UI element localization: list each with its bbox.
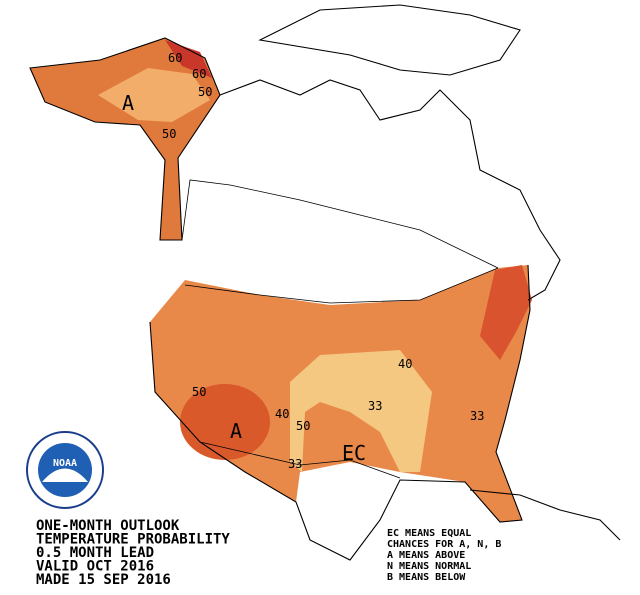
coast-caribbean bbox=[469, 489, 621, 541]
contour-label: 50 bbox=[192, 385, 206, 399]
contour-label: 40 bbox=[398, 357, 412, 371]
title-line: ONE-MONTH OUTLOOK bbox=[36, 518, 180, 534]
border-canada-interior bbox=[181, 179, 499, 269]
category-label: A bbox=[122, 91, 134, 115]
contour-label: 50 bbox=[162, 127, 176, 141]
contour-label: 33 bbox=[368, 399, 382, 413]
legend-line: A MEANS ABOVE bbox=[387, 550, 465, 561]
legend-line: N MEANS NORMAL bbox=[387, 561, 471, 572]
shade-northeast bbox=[480, 265, 532, 360]
logo-text: NOAA bbox=[53, 458, 77, 469]
border-us-canada bbox=[184, 267, 499, 304]
contour-label: 60 bbox=[192, 67, 206, 81]
title-line: MADE 15 SEP 2016 bbox=[36, 572, 171, 588]
contour-label: 33 bbox=[470, 409, 484, 423]
contour-label: 60 bbox=[168, 51, 182, 65]
contour-label: 50 bbox=[198, 85, 212, 99]
border-us-mexico bbox=[199, 441, 401, 479]
legend-line: CHANCES FOR A, N, B bbox=[387, 539, 501, 550]
legend-line: EC MEANS EQUAL bbox=[387, 528, 471, 539]
title-line: 0.5 MONTH LEAD bbox=[36, 545, 154, 561]
contour-label: 33 bbox=[288, 457, 302, 471]
legend-line: B MEANS BELOW bbox=[387, 572, 466, 583]
title-line: TEMPERATURE PROBABILITY bbox=[36, 532, 230, 548]
coast-conus bbox=[149, 264, 531, 561]
contour-label: 50 bbox=[296, 419, 310, 433]
category-label: EC bbox=[342, 441, 366, 465]
shade-alaska-inner bbox=[98, 68, 210, 122]
coast-canada bbox=[219, 79, 561, 301]
shade-alaska-red bbox=[165, 40, 212, 78]
title-line: VALID OCT 2016 bbox=[36, 559, 154, 575]
logo-bird bbox=[42, 468, 88, 482]
contour-label: 40 bbox=[275, 407, 289, 421]
shade-southwest bbox=[180, 384, 270, 460]
shade-tan bbox=[290, 350, 432, 472]
category-label: A bbox=[230, 419, 242, 443]
coast-arctic-island bbox=[258, 4, 521, 76]
